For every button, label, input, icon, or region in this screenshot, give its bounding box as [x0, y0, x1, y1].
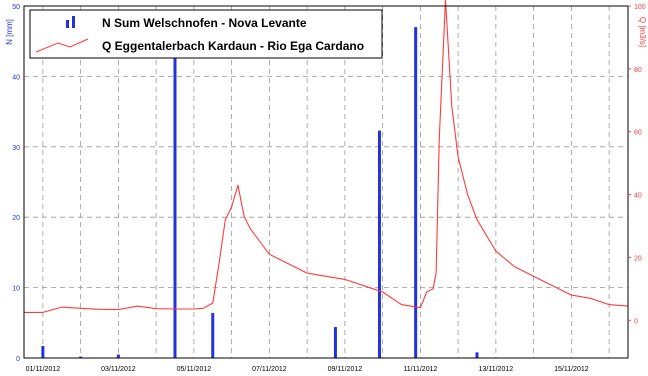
precipitation-bar	[475, 352, 479, 358]
right-tick-label: 80	[634, 67, 642, 74]
discharge-series-line	[24, 0, 629, 313]
precipitation-bar	[211, 312, 215, 358]
right-tick-label: 60	[634, 130, 642, 137]
x-tick-label: 07/11/2012	[252, 366, 287, 373]
right-tick-label: 20	[634, 255, 642, 262]
legend-bar-swatch	[66, 20, 69, 28]
x-tick-label: 01/11/2012	[26, 366, 61, 373]
precipitation-bar	[79, 356, 83, 358]
x-tick-label: 13/11/2012	[479, 366, 514, 373]
x-tick-label: 03/11/2012	[101, 366, 136, 373]
right-tick-label: 0	[634, 318, 638, 325]
legend-label: Q Eggentalerbach Kardaun - Rio Ega Carda…	[102, 39, 364, 53]
precipitation-bar	[377, 130, 381, 358]
precipitation-bars	[41, 27, 479, 359]
left-tick-label: 30	[12, 145, 20, 152]
left-tick-label: 40	[12, 74, 20, 81]
x-tick-label: 05/11/2012	[177, 366, 212, 373]
legend-bar-swatch	[72, 16, 75, 28]
left-axis-title: N [mm]	[5, 19, 14, 45]
legend-label: N Sum Welschnofen - Nova Levante	[102, 16, 307, 30]
grid	[24, 6, 628, 358]
right-tick-label: 100	[634, 4, 646, 11]
x-tick-label: 11/11/2012	[403, 366, 437, 373]
plot-frame	[23, 5, 629, 359]
legend: N Sum Welschnofen - Nova Levante Q Eggent…	[29, 9, 383, 59]
legend-line-swatch	[35, 38, 89, 53]
discharge-line	[24, 0, 629, 313]
x-tick-label: 15/11/2012	[554, 366, 589, 373]
right-tick-label: 40	[634, 193, 642, 200]
precipitation-bar	[41, 346, 45, 358]
precipitation-bar	[414, 27, 418, 359]
precipitation-bar	[173, 37, 177, 359]
axes: 0 10 20 30 40 50 0 20 40 60 80 100 01/11/2012 03/11/2…	[5, 4, 647, 373]
right-axis-title: Q [m3/s]	[638, 17, 647, 47]
left-tick-label: 10	[12, 286, 20, 293]
x-tick-label: 09/11/2012	[328, 366, 363, 373]
left-tick-label: 20	[12, 215, 20, 222]
legend-box	[29, 9, 383, 59]
precipitation-bar	[116, 354, 120, 358]
left-tick-label: 50	[12, 4, 20, 11]
left-tick-label: 0	[16, 356, 20, 363]
precipitation-bar	[333, 327, 337, 358]
